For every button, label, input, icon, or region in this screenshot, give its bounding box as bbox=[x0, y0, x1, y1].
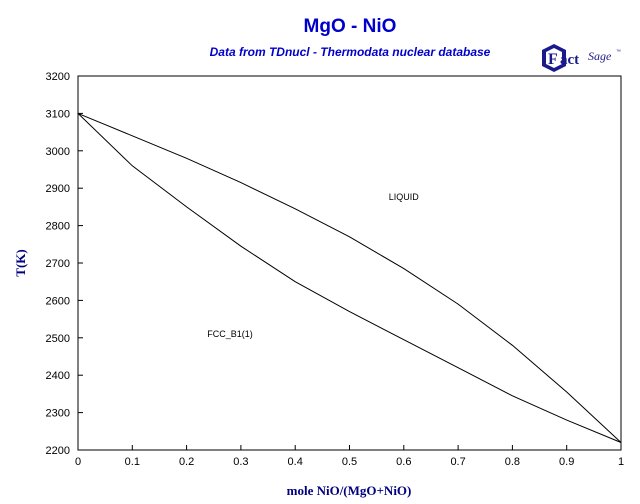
y-tick-label-10: 3200 bbox=[46, 71, 70, 83]
phase-label-1: FCC_B1(1) bbox=[207, 329, 253, 339]
svg-text:F: F bbox=[548, 51, 558, 68]
annotation-layer: LIQUID FCC_B1(1) bbox=[207, 192, 419, 339]
liquidus-curve bbox=[77, 112, 622, 443]
x-axis-ticks: 0 0.1 0.2 0.3 0.4 0.5 0.6 0.7 0.8 0.9 1 bbox=[75, 445, 624, 468]
y-axis-label: T(K) bbox=[13, 249, 28, 276]
x-tick-label-2: 0.2 bbox=[179, 456, 194, 468]
svg-text:™: ™ bbox=[616, 49, 621, 55]
x-tick-label-4: 0.4 bbox=[288, 456, 303, 468]
y-tick-label-1: 2300 bbox=[46, 408, 70, 420]
x-axis-label: mole NiO/(MgO+NiO) bbox=[287, 483, 412, 498]
x-tick-label-1: 0.1 bbox=[125, 456, 140, 468]
phase-label-0: LIQUID bbox=[389, 192, 420, 202]
y-tick-label-5: 2700 bbox=[46, 258, 70, 270]
x-tick-label-5: 0.5 bbox=[342, 456, 357, 468]
y-tick-label-8: 3000 bbox=[46, 146, 70, 158]
y-tick-label-2: 2400 bbox=[46, 370, 70, 382]
svg-text:Sage: Sage bbox=[588, 49, 612, 63]
x-tick-label-3: 0.3 bbox=[233, 456, 248, 468]
svg-text:act: act bbox=[560, 52, 579, 68]
y-tick-label-0: 2200 bbox=[46, 445, 70, 457]
factsage-logo: F act Sage ™ bbox=[542, 44, 621, 72]
chart-subtitle: Data from TDnucl - Thermodata nuclear da… bbox=[209, 45, 491, 59]
plot-frame bbox=[77, 75, 622, 451]
y-tick-label-4: 2600 bbox=[46, 295, 70, 307]
x-tick-label-7: 0.7 bbox=[450, 456, 465, 468]
x-tick-label-10: 1 bbox=[618, 456, 624, 468]
x-tick-label-6: 0.6 bbox=[396, 456, 411, 468]
y-axis-ticks: 2200 2300 2400 2500 2600 2700 2800 2900 3000 3100… bbox=[46, 71, 83, 457]
y-tick-label-3: 2500 bbox=[46, 333, 70, 345]
series-layer bbox=[77, 112, 622, 443]
y-tick-label-9: 3100 bbox=[46, 108, 70, 120]
chart-title: MgO - NiO bbox=[303, 16, 397, 37]
y-tick-label-7: 2900 bbox=[46, 183, 70, 195]
x-tick-label-8: 0.8 bbox=[505, 456, 520, 468]
x-tick-label-0: 0 bbox=[75, 456, 81, 468]
solidus-curve bbox=[77, 113, 622, 443]
x-tick-label-9: 0.9 bbox=[559, 456, 574, 468]
y-tick-label-6: 2800 bbox=[46, 221, 70, 233]
